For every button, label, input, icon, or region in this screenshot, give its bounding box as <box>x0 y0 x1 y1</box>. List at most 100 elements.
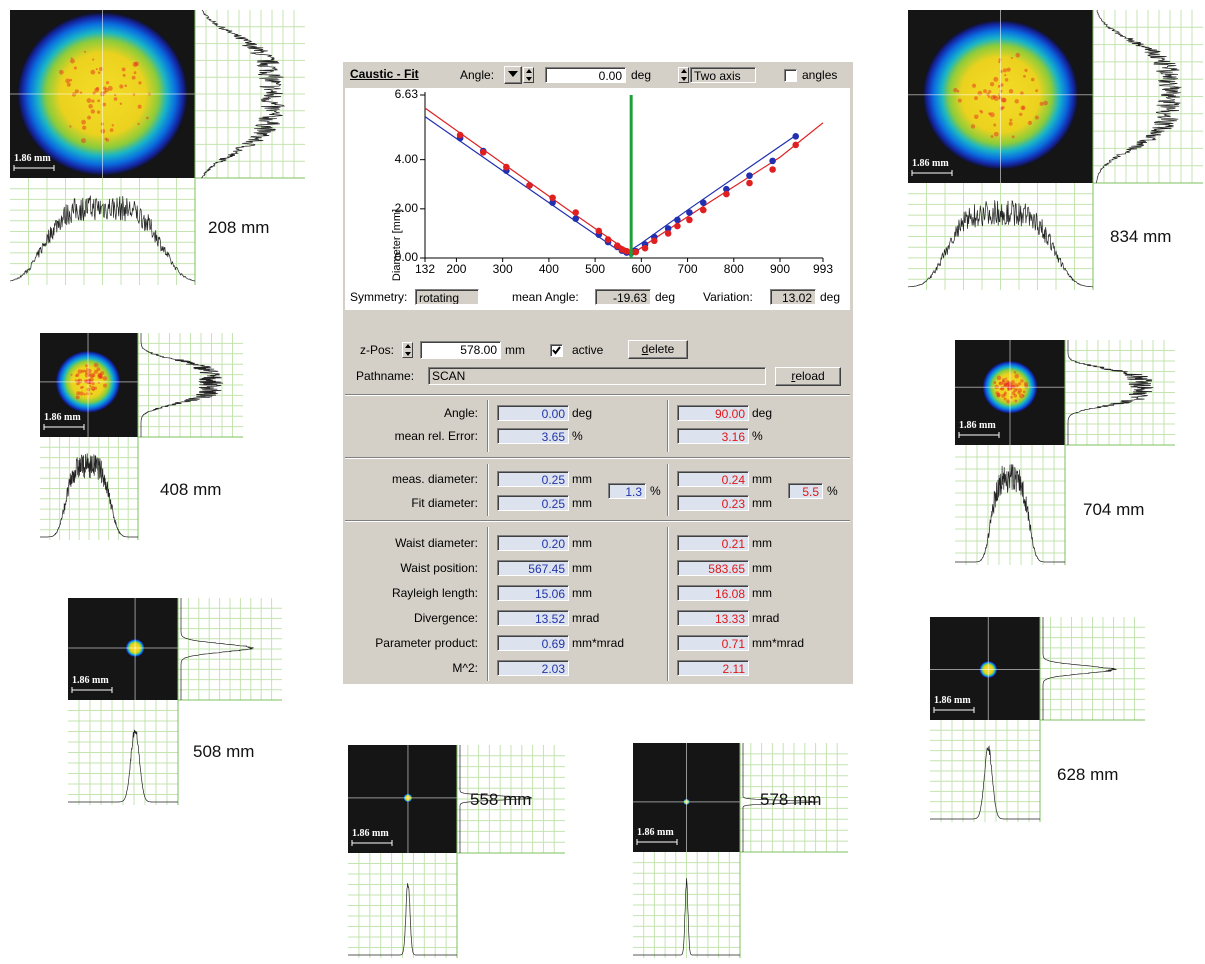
speckle <box>993 381 996 384</box>
zpos-spinner[interactable] <box>402 342 413 358</box>
speckle <box>957 90 960 93</box>
distance-label: 508 mm <box>193 742 254 762</box>
row-label: Waist diameter: <box>395 535 478 551</box>
zpos-input[interactable]: 578.00 <box>420 341 501 359</box>
speckle <box>1014 374 1019 379</box>
speckle <box>114 97 118 101</box>
active-checkbox[interactable] <box>550 344 563 357</box>
speckle <box>1035 115 1039 119</box>
data-point <box>572 215 579 222</box>
data-point <box>700 199 707 206</box>
left-unit: mm*mrad <box>572 635 624 651</box>
speckle <box>102 103 106 107</box>
angles-checkbox[interactable] <box>784 69 797 82</box>
x-tick-label: 600 <box>631 262 651 276</box>
left-unit: % <box>572 428 583 444</box>
speckle <box>1014 394 1018 398</box>
speckle <box>1002 380 1004 382</box>
angle-input[interactable]: 0.00 <box>545 67 626 83</box>
speckle <box>1011 57 1013 59</box>
left-unit: mm <box>572 585 592 601</box>
data-point <box>674 223 681 230</box>
speckle <box>1040 102 1044 106</box>
mode-spinner[interactable] <box>678 67 689 83</box>
zpos-unit: mm <box>505 342 525 358</box>
mode-field[interactable]: Two axis <box>690 67 756 83</box>
speckle <box>990 82 994 86</box>
speckle <box>120 103 122 105</box>
row-label: M^2: <box>452 660 478 676</box>
speckle <box>1043 101 1048 106</box>
speckle <box>137 123 139 125</box>
data-point <box>686 217 693 224</box>
speckle <box>1023 75 1026 78</box>
speckle <box>79 391 83 395</box>
speckle <box>1005 378 1007 380</box>
speckle <box>76 395 80 399</box>
speckle <box>1031 78 1035 82</box>
angles-label: angles <box>802 67 837 83</box>
speckle <box>132 76 136 80</box>
distance-label: 704 mm <box>1083 500 1144 520</box>
angle-spinner[interactable] <box>523 67 534 83</box>
divider <box>667 400 669 452</box>
data-point <box>746 180 753 187</box>
right-unit: mm <box>752 560 772 576</box>
beam-profile: 1.86 mm <box>930 617 1145 822</box>
x-tick-label: 900 <box>770 262 790 276</box>
beam-profile: 1.86 mm <box>955 340 1175 565</box>
left-value: 0.25 <box>497 471 569 487</box>
speckle <box>1015 99 1019 103</box>
left-unit: deg <box>572 405 592 421</box>
row-label: Angle: <box>444 405 478 421</box>
x-tick-label: 300 <box>493 262 513 276</box>
left-unit: mm <box>572 535 592 551</box>
speckle <box>92 59 94 61</box>
speckle <box>1003 68 1007 72</box>
right-value: 0.23 <box>677 495 749 511</box>
angle-dropdown[interactable] <box>504 66 522 84</box>
right-value: 13.33 <box>677 610 749 626</box>
speckle <box>81 120 86 125</box>
mean-angle-field: -19.63 <box>595 289 651 305</box>
x-tick-label: 500 <box>585 262 605 276</box>
right-unit: mm <box>752 585 772 601</box>
speckle <box>1013 389 1017 393</box>
scale-label: 1.86 mm <box>912 158 949 169</box>
scale-label: 1.86 mm <box>352 828 389 839</box>
speckle <box>91 100 94 103</box>
angle-unit: deg <box>631 67 651 83</box>
pathname-label: Pathname: <box>356 368 414 384</box>
left-unit: mrad <box>572 610 599 626</box>
speckle <box>75 89 79 93</box>
speckle <box>1011 380 1015 384</box>
speckle <box>138 105 142 109</box>
speckle <box>59 70 64 75</box>
data-point <box>792 133 799 140</box>
speckle <box>1024 69 1027 72</box>
symmetry-field: rotating <box>415 289 479 305</box>
speckle <box>993 77 998 82</box>
data-point <box>792 142 799 149</box>
speckle <box>70 59 75 64</box>
left-value: 15.06 <box>497 585 569 601</box>
speckle <box>78 379 83 384</box>
x-tick-label: 400 <box>539 262 559 276</box>
speckle <box>123 74 126 77</box>
mean-angle-unit: deg <box>655 289 675 305</box>
data-point <box>651 237 658 244</box>
caustic-panel: Caustic - Fit Angle: 0.00 deg Two axis a… <box>343 62 853 684</box>
data-point <box>642 245 649 252</box>
speckle <box>87 98 92 103</box>
data-point <box>746 172 753 179</box>
right-unit: mm <box>752 471 772 487</box>
row-label: Parameter product: <box>375 635 478 651</box>
fit-line <box>425 108 823 253</box>
speckle <box>122 67 126 71</box>
speckle <box>103 376 107 380</box>
reload-button[interactable]: reload <box>775 367 841 386</box>
speckle <box>1004 391 1007 394</box>
mean-angle-label: mean Angle: <box>512 289 579 305</box>
speckle <box>133 62 138 67</box>
delete-button[interactable]: delete <box>628 340 688 359</box>
